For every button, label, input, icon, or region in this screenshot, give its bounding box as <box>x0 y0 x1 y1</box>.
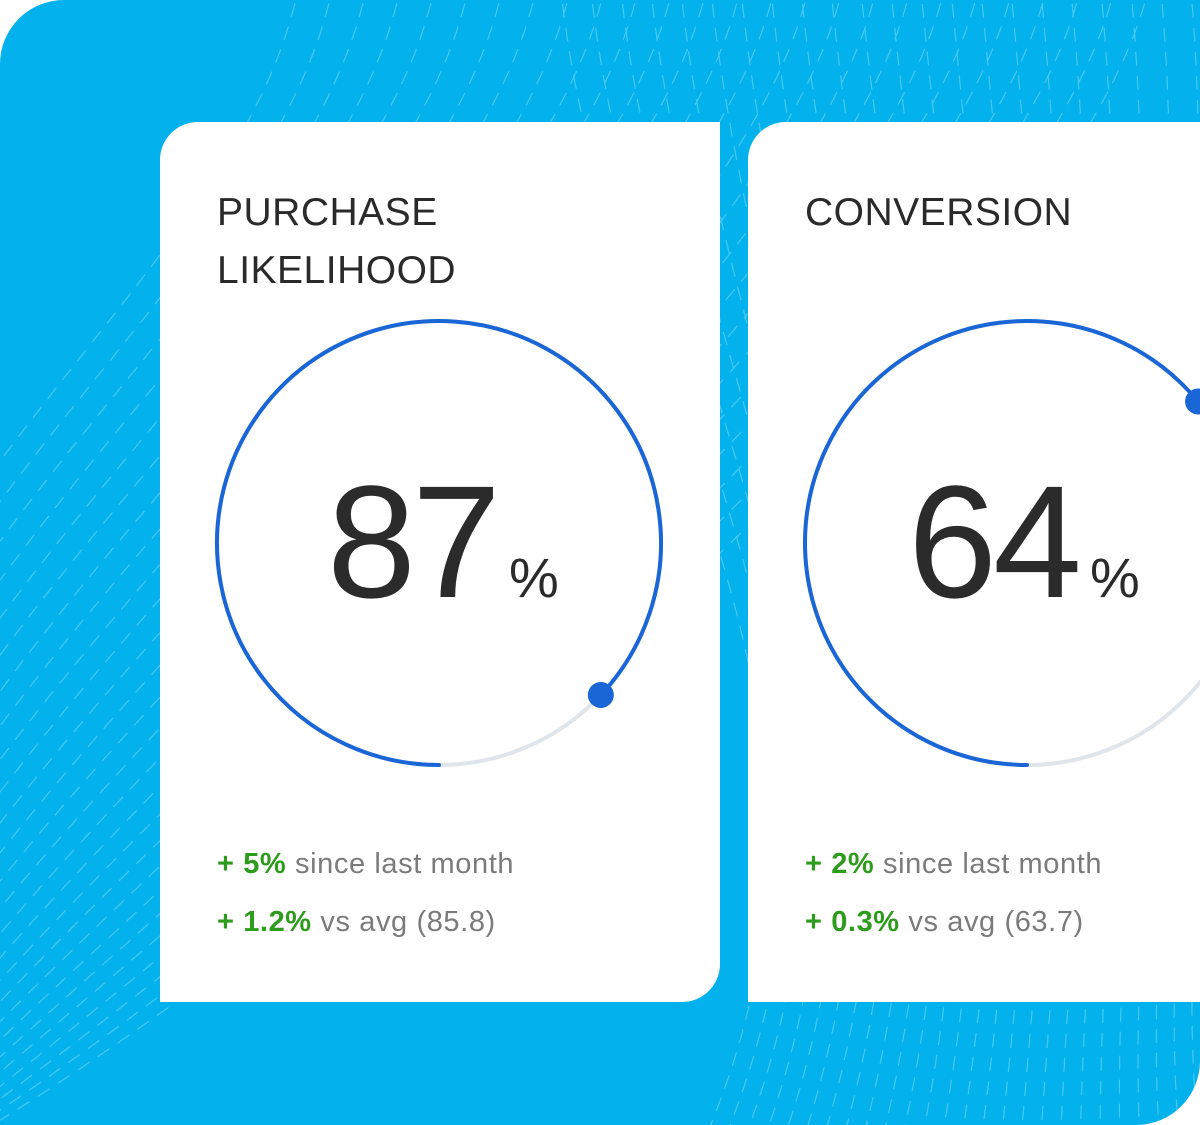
metric-value: 87% <box>327 462 559 622</box>
card-title: CONVERSION <box>805 191 1073 234</box>
stat-change: + 0.3% <box>805 906 900 938</box>
stat-label: since last month <box>294 848 515 880</box>
gauge-arc <box>215 319 663 767</box>
metric-number: 87 <box>327 452 501 631</box>
stat-label: vs avg (63.7) <box>908 906 1084 938</box>
stat-change: + 5% <box>217 848 287 880</box>
gauge-arc <box>803 319 1200 767</box>
card-title: PURCHASE LIKELIHOOD <box>217 191 457 292</box>
gauge-knob <box>1185 388 1200 415</box>
stat-vs-average: + 0.3% vs avg (63.7) <box>805 906 1084 939</box>
metric-number: 64 <box>908 452 1082 631</box>
stat-label: since last month <box>882 848 1103 880</box>
progress-ring <box>215 319 663 767</box>
purchase-likelihood-card: PURCHASE LIKELIHOOD 87% + 5% since last … <box>160 122 720 1002</box>
gauge-knob <box>587 681 614 708</box>
metric-value: 64% <box>908 462 1140 622</box>
stat-since-last-month: + 5% since last month <box>217 848 514 881</box>
stat-change: + 2% <box>805 848 875 880</box>
conversion-card: CONVERSION 64% + 2% since last month + 0… <box>748 122 1200 1002</box>
stat-label: vs avg (85.8) <box>320 906 496 938</box>
progress-ring <box>803 319 1200 767</box>
stat-change: + 1.2% <box>217 906 312 938</box>
stat-vs-average: + 1.2% vs avg (85.8) <box>217 906 496 939</box>
metric-unit: % <box>508 546 559 609</box>
stat-since-last-month: + 2% since last month <box>805 848 1102 881</box>
metric-unit: % <box>1089 546 1140 609</box>
